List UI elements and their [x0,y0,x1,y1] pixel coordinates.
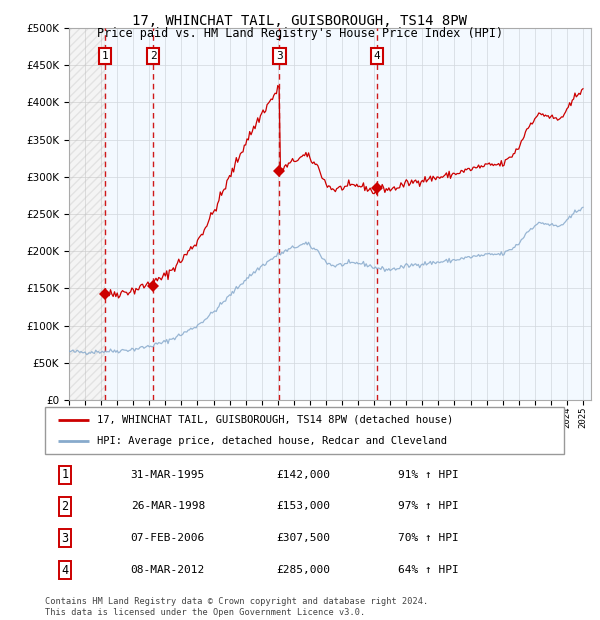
Text: 97% ↑ HPI: 97% ↑ HPI [398,502,458,512]
Text: 17, WHINCHAT TAIL, GUISBOROUGH, TS14 8PW (detached house): 17, WHINCHAT TAIL, GUISBOROUGH, TS14 8PW… [97,415,453,425]
Text: 1: 1 [101,51,109,61]
Text: Price paid vs. HM Land Registry's House Price Index (HPI): Price paid vs. HM Land Registry's House … [97,27,503,40]
FancyBboxPatch shape [45,407,564,454]
Text: 91% ↑ HPI: 91% ↑ HPI [398,470,458,480]
Text: 07-FEB-2006: 07-FEB-2006 [131,533,205,543]
Text: 2: 2 [61,500,68,513]
Text: £307,500: £307,500 [276,533,330,543]
Text: 2: 2 [149,51,157,61]
Text: 26-MAR-1998: 26-MAR-1998 [131,502,205,512]
Text: 64% ↑ HPI: 64% ↑ HPI [398,565,458,575]
Text: 3: 3 [61,532,68,545]
Bar [377,28,591,400]
Text: 17, WHINCHAT TAIL, GUISBOROUGH, TS14 8PW: 17, WHINCHAT TAIL, GUISBOROUGH, TS14 8PW [133,14,467,28]
Text: 4: 4 [61,564,68,577]
Text: 08-MAR-2012: 08-MAR-2012 [131,565,205,575]
Text: £142,000: £142,000 [276,470,330,480]
Text: 1: 1 [61,468,68,481]
Bar [105,28,153,400]
Text: 4: 4 [374,51,380,61]
Text: 70% ↑ HPI: 70% ↑ HPI [398,533,458,543]
Text: 31-MAR-1995: 31-MAR-1995 [131,470,205,480]
Text: £153,000: £153,000 [276,502,330,512]
Text: Contains HM Land Registry data © Crown copyright and database right 2024.
This d: Contains HM Land Registry data © Crown c… [45,598,428,617]
Bar [153,28,280,400]
Text: HPI: Average price, detached house, Redcar and Cleveland: HPI: Average price, detached house, Redc… [97,436,447,446]
Text: £285,000: £285,000 [276,565,330,575]
Text: 3: 3 [276,51,283,61]
Bar [69,28,105,400]
Bar [280,28,377,400]
